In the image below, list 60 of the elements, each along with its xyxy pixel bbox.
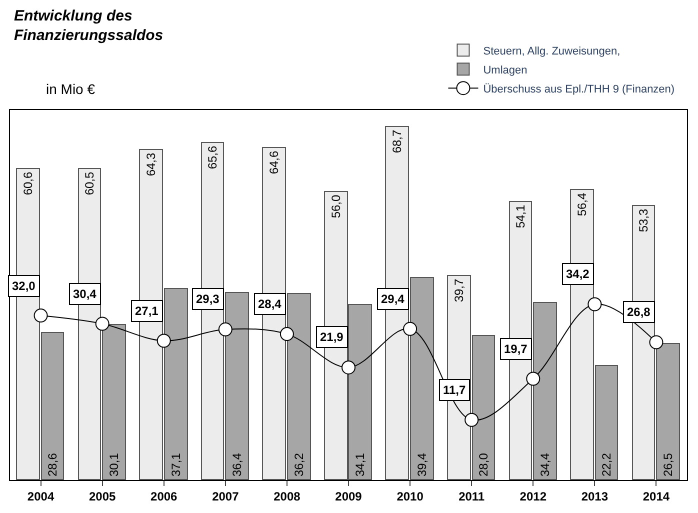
- point: [156, 334, 171, 348]
- data-label: 64,6: [267, 150, 281, 174]
- data-label: 65,6: [206, 146, 220, 170]
- legend-label: Umlagen: [483, 64, 528, 76]
- x-tick-label: 2012: [520, 489, 547, 504]
- data-label: 56,0: [329, 194, 343, 218]
- point: [218, 322, 232, 336]
- x-tick-label: 2011: [458, 489, 485, 504]
- data-label: 29,3: [196, 292, 220, 306]
- data-label: 34,1: [353, 452, 367, 476]
- point: [95, 316, 110, 331]
- legend-label: Steuern, Allg. Zuweisungen,: [483, 45, 620, 58]
- chart-title: Entwicklung des Finanzierungssaldos: [14, 8, 164, 44]
- data-label: 28,0: [476, 452, 490, 476]
- data-label: 68,7: [390, 130, 404, 154]
- data-label: 37,1: [169, 452, 183, 476]
- data-label: 54,1: [514, 204, 528, 228]
- data-label: 28,6: [46, 452, 60, 476]
- data-label: 28,4: [258, 297, 282, 311]
- data-label: 30,4: [73, 287, 97, 301]
- x-tick-label: 2005: [88, 489, 116, 504]
- data-label: 36,2: [292, 452, 306, 476]
- x-tick-label: 2006: [150, 489, 178, 504]
- point: [280, 327, 294, 342]
- x-tick-label: 2007: [212, 489, 240, 504]
- legend-label: Überschuss aus Epl./THH 9 (Finanzen): [483, 82, 675, 96]
- data-label: 60,5: [82, 172, 96, 196]
- data-label: 27,1: [135, 304, 159, 318]
- chart-subtitle: in Mio €: [46, 81, 96, 97]
- point: [649, 335, 664, 350]
- data-label: 30,1: [107, 452, 121, 476]
- point: [464, 412, 479, 427]
- x-tick-label: 2008: [274, 489, 301, 504]
- data-label: 21,9: [320, 330, 344, 344]
- data-label: 26,8: [627, 305, 651, 319]
- point: [588, 297, 602, 312]
- data-label: 34,4: [538, 452, 552, 476]
- data-label: 64,3: [144, 152, 158, 176]
- data-label: 56,4: [575, 192, 589, 216]
- x-tick-label: 2009: [335, 489, 362, 504]
- data-label: 32,0: [12, 279, 36, 293]
- point: [34, 308, 48, 323]
- data-label: 36,4: [230, 452, 244, 476]
- point: [526, 372, 540, 386]
- x-tick-label: 2014: [642, 489, 670, 504]
- data-label: 19,7: [504, 342, 528, 356]
- data-label: 26,5: [661, 452, 675, 476]
- data-label: 39,4: [415, 452, 429, 476]
- point: [342, 360, 356, 374]
- data-label: 34,2: [566, 267, 590, 281]
- data-label: 53,3: [636, 208, 650, 232]
- x-tick-label: 2013: [581, 489, 608, 504]
- x-tick-label: 2010: [396, 489, 424, 504]
- data-label: 39,7: [452, 278, 466, 302]
- x-tick-label: 2004: [27, 489, 54, 504]
- data-label: 11,7: [443, 383, 466, 397]
- data-label: 22,2: [600, 452, 614, 476]
- data-label: 60,6: [21, 172, 35, 196]
- data-label: 29,4: [381, 292, 405, 306]
- point: [403, 322, 418, 336]
